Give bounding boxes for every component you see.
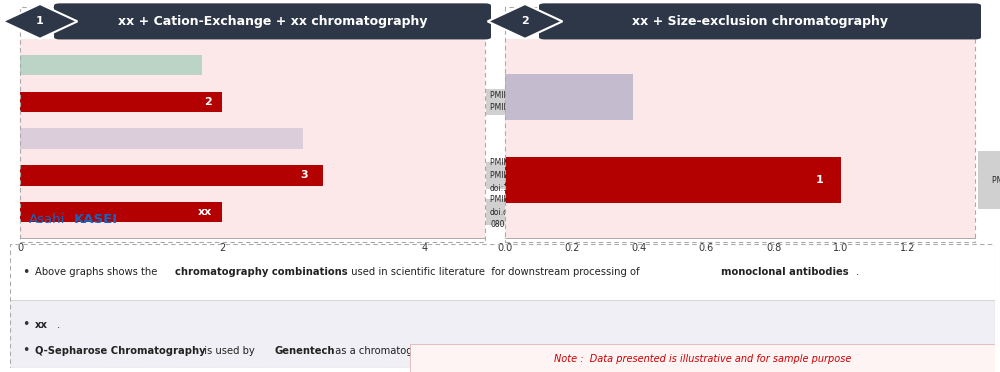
Text: used in scientific literature  for downstream processing of: used in scientific literature for downst… [348,267,643,277]
Text: KASEI: KASEI [73,213,118,226]
Text: Above graphs shows the: Above graphs shows the [35,267,160,277]
FancyBboxPatch shape [486,199,905,225]
Text: xx + Size-exclusion chromatography: xx + Size-exclusion chromatography [632,15,888,28]
FancyBboxPatch shape [410,344,995,372]
Text: .: . [855,267,859,277]
Text: 1: 1 [36,16,44,26]
FancyBboxPatch shape [486,162,905,189]
Text: PMID: 32233078  |
PMID: 35470430
doi:10.3390/antib4030157: PMID: 32233078 | PMID: 35470430 doi:10.3… [490,158,592,192]
Text: as a chromatography procedure for: as a chromatography procedure for [332,346,515,356]
FancyBboxPatch shape [505,74,633,120]
Text: •: • [22,318,29,331]
Text: PMID: 34032276  |
doi.org/10.1016/j.bej.2021.1
08034: PMID: 34032276 | doi.org/10.1016/j.bej.2… [490,195,598,229]
Text: 1: 1 [816,175,824,185]
Text: monoclonal antibodies: monoclonal antibodies [721,267,848,277]
Text: removal of xx: removal of xx [546,346,623,356]
FancyBboxPatch shape [10,300,995,368]
Text: •: • [22,344,29,357]
Text: xx: xx [198,207,212,217]
Text: 2: 2 [204,97,212,107]
FancyBboxPatch shape [20,165,323,186]
FancyBboxPatch shape [20,92,222,112]
Text: xx + Cation-Exchange + xx chromatography: xx + Cation-Exchange + xx chromatography [118,15,427,28]
Polygon shape [3,4,77,39]
Text: •: • [22,266,29,279]
Polygon shape [488,4,562,39]
Text: PMID: 25181429: PMID: 25181429 [992,176,1000,185]
Text: Q-Sepharose Chromatography: Q-Sepharose Chromatography [35,346,205,356]
FancyBboxPatch shape [20,202,222,222]
Text: xx: xx [35,320,48,330]
FancyBboxPatch shape [978,151,1000,209]
Text: PMID: 28691347  |
PMID: 31784982  |: PMID: 28691347 | PMID: 31784982 | [490,91,560,112]
Text: Genentech: Genentech [275,346,335,356]
FancyBboxPatch shape [54,3,491,39]
Text: .: . [57,320,61,330]
Text: 2: 2 [521,16,529,26]
FancyBboxPatch shape [505,157,841,203]
FancyBboxPatch shape [539,3,981,39]
FancyBboxPatch shape [486,89,905,115]
FancyBboxPatch shape [20,55,202,75]
Text: 3: 3 [300,170,308,180]
Text: Asahi: Asahi [29,213,66,226]
Text: chromatography combinations: chromatography combinations [175,267,348,277]
Text: Note :  Data presented is illustrative and for sample purpose: Note : Data presented is illustrative an… [554,355,851,365]
FancyBboxPatch shape [20,128,303,149]
Text: is used by: is used by [201,346,258,356]
